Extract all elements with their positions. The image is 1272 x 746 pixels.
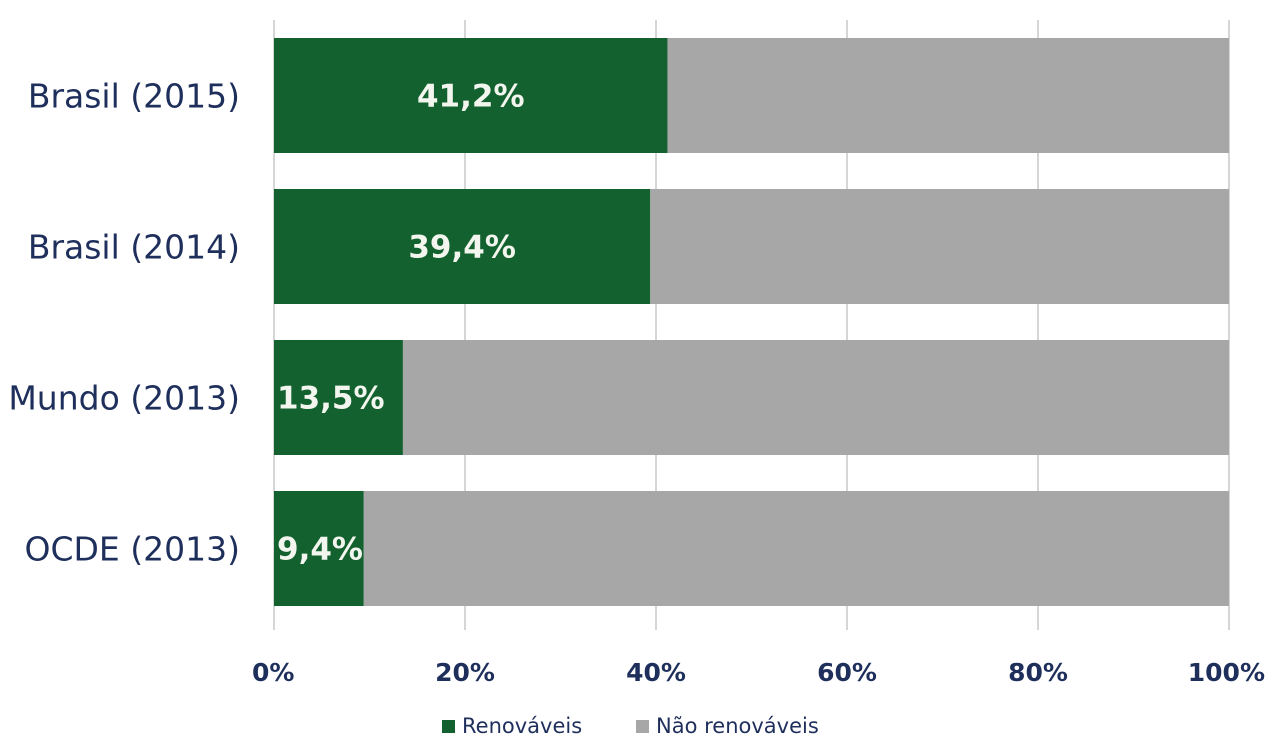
x-tick-label: 40% [626,658,686,687]
x-tick-label: 0% [252,658,294,687]
legend-swatch-nao-renovaveis [636,720,649,733]
x-tick-label: 60% [817,658,877,687]
category-label: OCDE (2013) [25,530,241,569]
bar-nao-renovaveis [402,340,1229,455]
legend: Renováveis Não renováveis [442,714,819,738]
data-label: 41,2% [417,79,525,115]
bars: 41,2% 39,4% 13,5% 9,4% [274,38,1229,606]
category-label: Brasil (2014) [28,228,240,267]
x-tick-label: 20% [435,658,495,687]
x-tick-label: 80% [1008,658,1068,687]
bar-renovaveis [274,189,651,304]
category-label: Mundo (2013) [8,379,240,418]
data-label: 39,4% [408,230,516,266]
bar-renovaveis [274,340,403,455]
category-labels: Brasil (2015) Brasil (2014) Mundo (2013) OC… [8,77,240,569]
x-axis-tick-labels: 0% 20% 40% 60% 80% 100% [252,658,1265,687]
data-label: 13,5% [277,381,385,417]
data-label: 9,4% [277,532,363,568]
category-label: Brasil (2015) [28,77,240,116]
bar-nao-renovaveis [363,491,1229,606]
bar-renovaveis [274,38,668,153]
bar-nao-renovaveis [667,38,1229,153]
bar-nao-renovaveis [650,189,1229,304]
legend-swatch-renovaveis [442,720,455,733]
legend-label-renovaveis: Renováveis [462,714,582,738]
legend-label-nao-renovaveis: Não renováveis [656,714,819,738]
bar-renovaveis [274,491,364,606]
x-tick-label: 100% [1188,658,1265,687]
